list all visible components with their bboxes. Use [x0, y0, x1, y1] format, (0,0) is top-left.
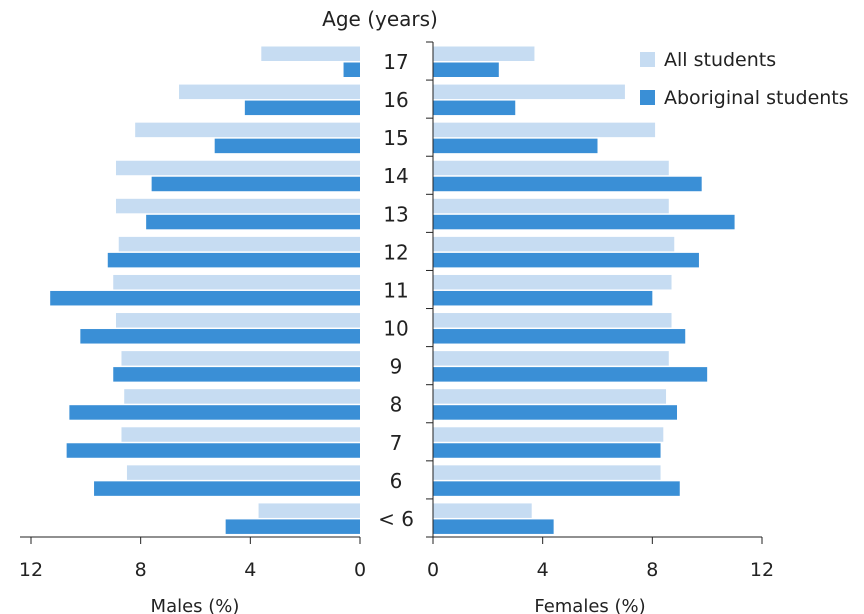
bar-female-aboriginal-12: [433, 519, 554, 534]
age-label-5: 12: [383, 240, 408, 264]
bar-female-aboriginal-5: [433, 252, 699, 268]
labels-group: 17 16 15 14 13 12 11 10 9 8 7 6 < 6 12 8 4 0 0 4 8 12: [19, 50, 774, 581]
bar-male-all-5: [118, 236, 360, 252]
right-x-tick-label-3: 12: [750, 559, 774, 581]
bar-female-aboriginal-8: [433, 367, 708, 382]
bar-female-aboriginal-7: [433, 329, 686, 344]
bar-female-all-3: [433, 160, 669, 176]
bar-female-all-2: [433, 122, 656, 138]
bar-female-aboriginal-11: [433, 481, 680, 496]
age-label-1: 16: [383, 88, 408, 112]
age-label-10: 7: [390, 431, 403, 455]
bar-female-aboriginal-0: [433, 62, 499, 77]
bar-female-all-4: [433, 198, 669, 214]
bar-male-all-6: [113, 274, 360, 290]
bar-female-all-7: [433, 313, 672, 328]
bar-female-all-0: [433, 46, 535, 61]
bar-male-aboriginal-3: [151, 176, 360, 192]
bar-male-aboriginal-9: [69, 405, 360, 420]
age-label-0: 17: [383, 50, 408, 74]
legend-swatch-1: [640, 90, 655, 105]
bar-male-aboriginal-12: [225, 519, 360, 534]
bar-male-all-8: [121, 351, 360, 366]
age-label-2: 15: [383, 126, 408, 150]
bar-male-all-9: [124, 389, 360, 404]
age-label-6: 11: [383, 278, 408, 302]
bar-male-aboriginal-5: [107, 252, 361, 268]
bar-female-all-12: [433, 503, 532, 518]
age-label-12: < 6: [378, 507, 414, 531]
right-x-tick-label-1: 4: [537, 559, 549, 581]
left-x-tick-label-1: 8: [135, 559, 147, 581]
bar-female-aboriginal-6: [433, 290, 653, 306]
bar-female-aboriginal-1: [433, 100, 516, 116]
legend-swatch-0: [640, 52, 655, 67]
bar-female-aboriginal-4: [433, 214, 735, 230]
age-label-8: 9: [390, 355, 403, 379]
bar-male-aboriginal-10: [66, 443, 361, 458]
bar-male-all-7: [115, 313, 360, 328]
age-label-7: 10: [383, 317, 408, 341]
bar-female-all-5: [433, 236, 675, 252]
axes-group: [20, 41, 763, 544]
left-x-tick-label-2: 4: [244, 559, 256, 581]
age-label-11: 6: [390, 469, 403, 493]
bar-male-aboriginal-1: [244, 100, 360, 116]
bar-female-all-11: [433, 465, 661, 480]
bar-male-all-3: [115, 160, 360, 176]
legend-label-1: Aboriginal students: [664, 87, 849, 109]
bar-male-all-2: [135, 122, 360, 138]
bar-male-aboriginal-11: [94, 481, 360, 496]
bar-female-all-9: [433, 389, 667, 404]
bar-female-all-6: [433, 274, 672, 290]
bar-male-all-11: [126, 465, 360, 480]
bar-male-all-4: [115, 198, 360, 214]
bar-male-all-0: [261, 46, 360, 61]
age-label-3: 14: [383, 164, 408, 188]
age-label-9: 8: [390, 393, 403, 417]
right-x-tick-label-0: 0: [427, 559, 439, 581]
right-x-tick-label-2: 8: [646, 559, 658, 581]
bar-male-aboriginal-7: [80, 329, 360, 344]
left-axis-label: Males (%): [151, 596, 240, 614]
left-x-tick-label-0: 12: [19, 559, 43, 581]
bar-male-aboriginal-0: [343, 62, 360, 77]
bar-female-aboriginal-10: [433, 443, 661, 458]
bar-female-all-1: [433, 84, 625, 100]
bar-male-aboriginal-2: [214, 138, 360, 154]
left-x-tick-label-3: 0: [354, 559, 366, 581]
bars-group: [50, 46, 735, 534]
bar-male-aboriginal-4: [146, 214, 360, 230]
bar-female-aboriginal-2: [433, 138, 598, 154]
bar-male-all-1: [179, 84, 360, 100]
bar-female-all-10: [433, 427, 664, 442]
legend-label-0: All students: [664, 49, 776, 71]
bar-male-all-10: [121, 427, 360, 442]
bar-male-aboriginal-8: [113, 367, 360, 382]
bar-male-aboriginal-6: [50, 290, 361, 306]
bar-female-aboriginal-9: [433, 405, 678, 420]
bar-female-all-8: [433, 351, 669, 366]
legend: All students Aboriginal students: [640, 49, 849, 109]
bar-male-all-12: [258, 503, 360, 518]
chart-title: Age (years): [322, 7, 438, 31]
right-axis-label: Females (%): [534, 596, 645, 614]
age-label-4: 13: [383, 202, 408, 226]
bar-female-aboriginal-3: [433, 176, 702, 192]
